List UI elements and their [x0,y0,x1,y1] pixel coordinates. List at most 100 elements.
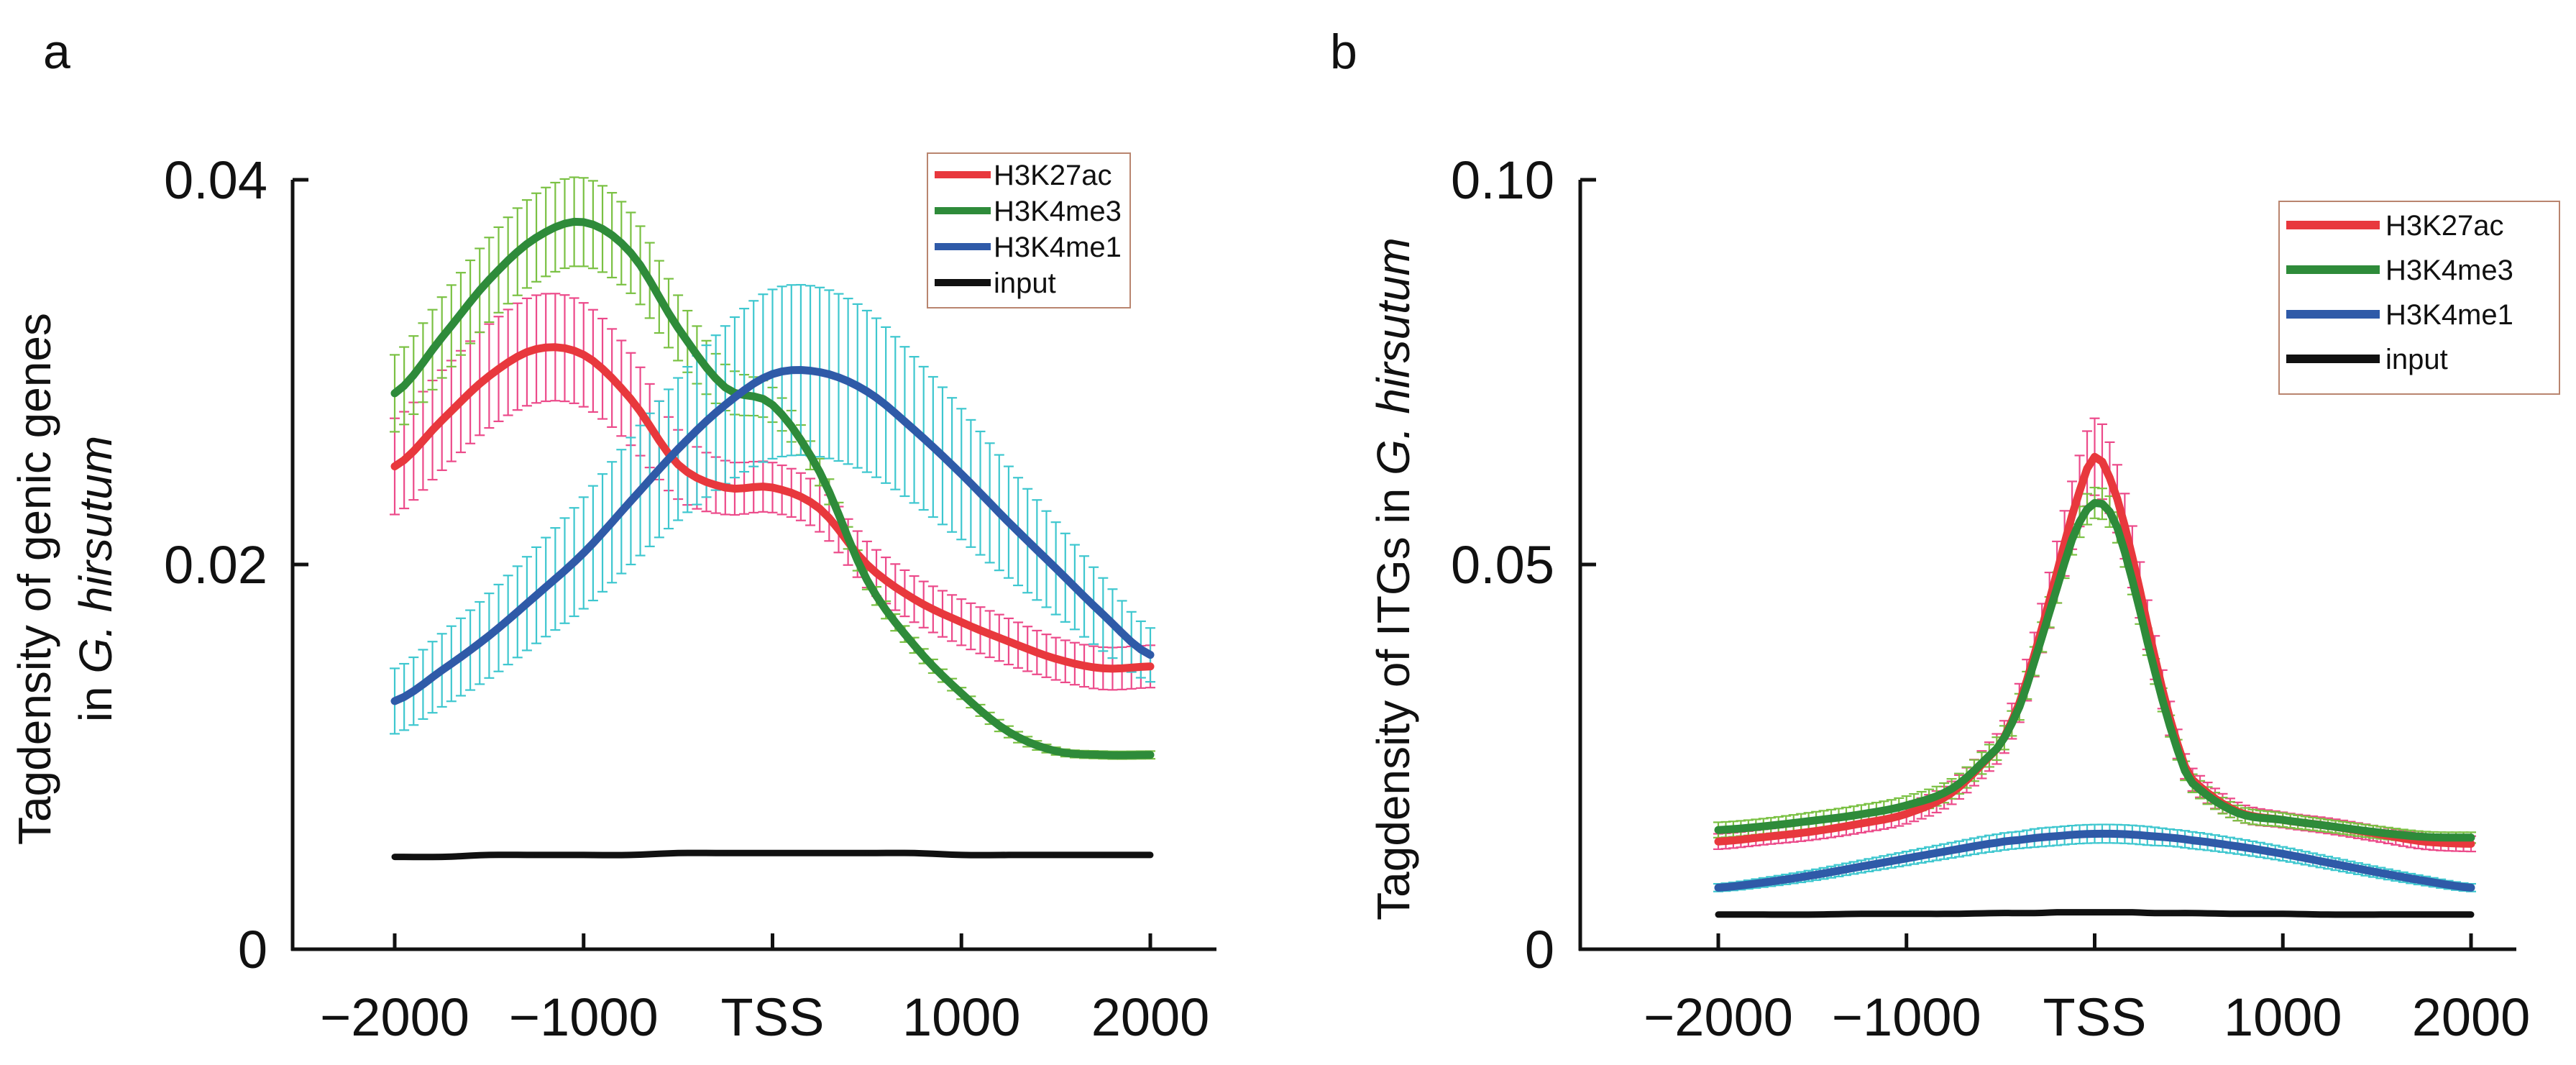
panel-b-data-point-h3k4me1 [1951,847,1956,852]
panel-a-data-point-h3k4me1 [1006,520,1011,525]
panel-b-data-point-h3k4me1 [2281,851,2286,856]
panel-b-data-point-input [2073,910,2078,915]
panel-b-data-point-h3k4me3 [2017,704,2022,709]
panel-b-data-point-h3k4me3 [2327,823,2332,828]
panel-a-data-point-h3k4me3 [628,250,633,255]
panel-b-data-point-input [2130,910,2135,915]
panel-b-data-point-h3k4me3 [2130,577,2135,582]
panel-b-data-point-input [2017,910,2022,915]
panel-b-data-point-h3k4me3 [1998,743,2003,748]
panel-b-data-point-h3k27ac [2469,841,2473,846]
panel-b-data-point-h3k4me3 [2421,834,2426,839]
panel-a-data-point-h3k4me3 [1006,729,1011,734]
panel-b-data-point-input [2281,911,2286,916]
panel-a-data-point-input [439,854,444,859]
panel-a-legend-label-input: input [994,268,1056,299]
panel-b-data-point-input [2327,912,2332,917]
panel-b-data-point-h3k4me3 [2073,527,2078,532]
panel-a-data-point-h3k4me3 [534,235,539,240]
panel-b-legend-label-h3k4me1: H3K4me1 [2385,299,2513,331]
panel-b-data-point-h3k27ac [2073,500,2078,506]
panel-a-data-point-input [1053,852,1058,857]
panel-b-data-point-input [2035,910,2040,915]
panel-b-data-point-h3k4me3 [2186,777,2191,782]
panel-b-data-point-h3k4me3 [2055,585,2060,590]
panel-a-data-point-h3k27ac [628,396,633,401]
panel-b-data-point-h3k4me3 [1951,785,1956,790]
panel-a-legend-label-h3k4me3: H3K4me3 [994,196,1122,227]
panel-b-letter: b [1330,24,1357,79]
panel-b-data-point-h3k4me3 [1716,828,1720,833]
panel-b-data-point-h3k27ac [1857,821,1862,826]
panel-a-x-tick-label: TSS [721,987,825,1047]
panel-b-data-point-h3k4me1 [1716,885,1720,890]
panel-b-data-point-input [1951,911,1956,916]
panel-b-data-point-h3k4me3 [2281,818,2286,823]
panel-a-series [390,176,1155,861]
panel-b-data-point-input [2469,912,2473,917]
panel-b-data-point-h3k4me1 [2035,835,2040,840]
panel-a-data-point-h3k4me1 [487,633,492,638]
panel-a-data-point-h3k27ac [534,347,539,352]
panel-a-data-point-h3k27ac [959,620,964,625]
panel-b-y-tick-label: 0.10 [1451,150,1554,210]
panel-a-y-axis-title-line2: in G. hirsutum [70,436,122,722]
panel-b-series-line-h3k4me3 [1714,498,2475,842]
panel-a-data-point-input [817,851,822,856]
panel-a-data-point-h3k4me3 [393,390,397,396]
panel-b-data-point-h3k4me1 [2375,870,2380,874]
panel-b-data-point-h3k4me3 [2469,835,2473,840]
panel-a-data-point-h3k27ac [770,485,775,490]
panel-a-data-point-h3k4me3 [1148,752,1152,757]
panel-b-data-point-h3k27ac [2092,454,2097,460]
panel-a-data-point-h3k27ac [393,464,397,469]
panel-a-data-point-input [487,852,492,857]
panel-b-data-point-h3k4me1 [1904,856,1909,861]
panel-a-legend-label-h3k4me1: H3K4me1 [994,232,1122,263]
panel-a-data-point-h3k4me1 [581,550,586,555]
panel-b-series-h3k4me3-error-bars [1713,486,2476,844]
panel-a-data-point-h3k4me1 [628,498,633,503]
panel-a-legend-label-h3k27ac: H3K27ac [994,160,1112,191]
panel-a-data-point-input [912,851,917,856]
panel-a-data-point-input [770,851,775,856]
panel-b-data-point-input [2092,910,2097,915]
panel-b-data-point-h3k27ac [1810,829,1815,834]
panel-b-legend: H3K27ac H3K4me3 H3K4me1 input [2278,201,2560,395]
panel-b-data-point-h3k27ac [1763,834,1768,839]
panel-a-chart: a Tagdensity of genic genes in G. hirsut… [9,24,1216,1047]
panel-b-data-point-h3k4me1 [2469,885,2473,890]
panel-a-data-point-h3k4me1 [1101,612,1106,617]
panel-a-data-point-h3k4me1 [912,427,917,432]
panel-b-mean-lines [1714,452,2475,918]
panel-b-x-tick-label: TSS [2043,987,2147,1047]
panel-b-data-point-input [2055,910,2060,915]
panel-b-chart: b Tagdensity of ITGs in G. hirsutum 0 0.0… [1330,24,2560,1047]
panel-a-y-axis-title-line1: Tagdensity of genic genes [9,313,60,845]
panel-b-data-point-h3k4me1 [2168,835,2173,840]
panel-b-data-point-h3k27ac [2111,485,2116,490]
panel-b-data-point-h3k27ac [1904,811,1909,816]
panel-b-y-tick-label: 0.05 [1451,535,1554,595]
panel-a-data-point-h3k27ac [581,352,586,357]
panel-a-data-point-h3k27ac [487,373,492,378]
panel-a-legend-box [927,152,1131,308]
panel-b-y-axis-title-prefix: Tagdensity of ITGs in [1367,475,1419,920]
panel-a-data-point-h3k27ac [676,462,681,467]
panel-b-series [1713,417,2476,918]
panel-b-data-point-h3k4me3 [2149,654,2154,659]
panel-b-data-point-h3k4me1 [1857,864,1862,869]
panel-a-data-point-h3k27ac [1006,639,1011,644]
panel-a-data-point-input [393,854,397,859]
panel-a-data-point-h3k4me1 [1148,652,1152,657]
panel-b-y-axis-title: Tagdensity of ITGs in G. hirsutum [1367,237,1419,920]
panel-a-mean-lines [390,217,1155,861]
panel-a-y-axis-title-prefix: in [70,674,122,723]
panel-a-y-axis-title-species: G. hirsutum [70,436,122,674]
panel-b-data-point-h3k4me3 [2111,516,2116,521]
panel-a-data-point-h3k4me1 [439,668,444,673]
panel-b-data-point-h3k4me1 [2017,838,2022,843]
panel-a-data-point-input [723,851,728,856]
panel-b-data-point-h3k4me1 [1763,879,1768,885]
